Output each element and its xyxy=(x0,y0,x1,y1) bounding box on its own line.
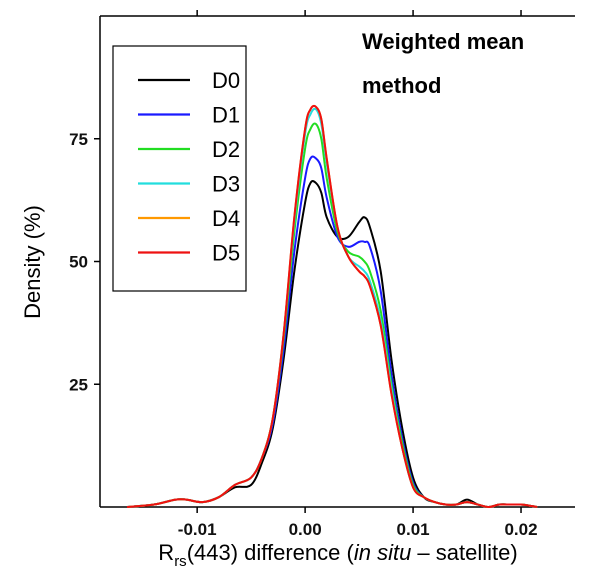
legend-box xyxy=(112,45,247,292)
x-axis-title-italic: in situ xyxy=(354,540,411,565)
y-tick-label: 75 xyxy=(69,130,88,149)
x-tick-label: 0.01 xyxy=(397,520,430,539)
x-axis-title-end: – satellite) xyxy=(411,540,517,565)
legend-label-d3: D3 xyxy=(212,172,240,197)
method-annotation-line-1: Weighted mean xyxy=(362,29,524,54)
legend: D0 D1 D2 D3 D4 D5 xyxy=(112,45,247,292)
legend-label-d5: D5 xyxy=(212,241,240,266)
y-axis-title: Density (%) xyxy=(20,205,45,319)
x-tick-label: 0.00 xyxy=(289,520,322,539)
legend-label-d0: D0 xyxy=(212,68,240,93)
x-axis-title-part: (443) difference ( xyxy=(187,540,355,565)
x-axis-title: Rrs(443) difference (in situ – satellite… xyxy=(158,540,517,570)
method-annotation-line-2: method xyxy=(362,73,441,98)
y-axis-ticks: 25 50 75 xyxy=(69,130,100,394)
x-tick-label: -0.01 xyxy=(178,520,217,539)
legend-label-d2: D2 xyxy=(212,137,240,162)
x-tick-label: 0.02 xyxy=(504,520,537,539)
x-axis-title-subscript: rs xyxy=(174,553,187,570)
legend-entries: D0 D1 D2 D3 D4 D5 xyxy=(138,68,240,266)
legend-label-d1: D1 xyxy=(212,103,240,128)
legend-label-d4: D4 xyxy=(212,206,240,231)
y-tick-label: 25 xyxy=(69,375,88,394)
series-line-d5 xyxy=(126,104,538,508)
x-axis-title-main: R xyxy=(158,540,174,565)
series-layer xyxy=(126,104,538,508)
x-axis-ticks: -0.01 0.00 0.01 0.02 xyxy=(178,10,538,539)
y-tick-label: 50 xyxy=(69,253,88,272)
